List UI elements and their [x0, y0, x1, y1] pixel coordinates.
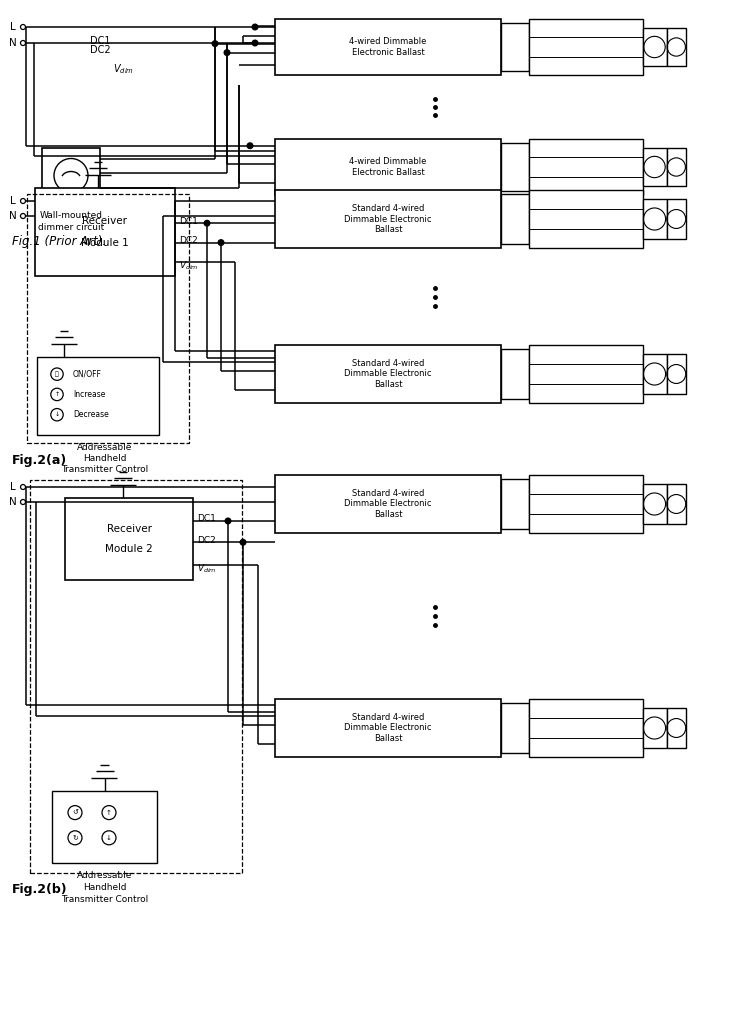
- Bar: [65, 497, 193, 580]
- Text: $V_{dim}$: $V_{dim}$: [179, 260, 199, 272]
- Text: Handheld: Handheld: [83, 453, 127, 462]
- Circle shape: [212, 41, 218, 46]
- Bar: [667, 484, 686, 523]
- Text: 4-wired Dimmable
Electronic Ballast: 4-wired Dimmable Electronic Ballast: [350, 158, 427, 177]
- Text: $V_{dim}$: $V_{dim}$: [113, 62, 134, 76]
- Bar: [275, 19, 501, 75]
- Bar: [275, 139, 501, 195]
- Text: Standard 4-wired
Dimmable Electronic
Ballast: Standard 4-wired Dimmable Electronic Bal…: [344, 204, 432, 234]
- Bar: [275, 699, 501, 757]
- Bar: [52, 791, 157, 863]
- Circle shape: [225, 518, 231, 524]
- Text: Standard 4-wired
Dimmable Electronic
Ballast: Standard 4-wired Dimmable Electronic Bal…: [344, 489, 432, 519]
- Bar: [42, 148, 100, 203]
- Bar: [643, 354, 667, 393]
- Text: Transmitter Control: Transmitter Control: [61, 895, 148, 904]
- Bar: [667, 709, 686, 748]
- Text: Standard 4-wired
Dimmable Electronic
Ballast: Standard 4-wired Dimmable Electronic Bal…: [344, 359, 432, 389]
- Bar: [501, 143, 529, 192]
- Circle shape: [247, 143, 252, 148]
- Bar: [27, 194, 189, 443]
- Text: L: L: [10, 196, 16, 206]
- Circle shape: [224, 49, 230, 56]
- Text: Fig.2(a): Fig.2(a): [12, 453, 67, 467]
- Bar: [667, 199, 686, 239]
- Text: dimmer circuit: dimmer circuit: [38, 222, 104, 232]
- Bar: [501, 23, 529, 71]
- Text: Transmitter Control: Transmitter Control: [61, 465, 149, 474]
- Text: DC2: DC2: [179, 236, 198, 245]
- Text: Handheld: Handheld: [82, 884, 127, 893]
- Text: ↓: ↓: [106, 834, 112, 840]
- Bar: [529, 699, 643, 757]
- Bar: [37, 357, 159, 435]
- Text: DC2: DC2: [90, 44, 110, 55]
- Bar: [529, 139, 643, 195]
- Bar: [529, 345, 643, 403]
- Text: Module 1: Module 1: [81, 238, 129, 247]
- Text: ON/OFF: ON/OFF: [73, 370, 102, 379]
- Circle shape: [240, 540, 246, 545]
- Text: Standard 4-wired
Dimmable Electronic
Ballast: Standard 4-wired Dimmable Electronic Bal…: [344, 713, 432, 743]
- Bar: [529, 190, 643, 248]
- Bar: [501, 703, 529, 753]
- Text: Addressable: Addressable: [77, 443, 132, 451]
- Bar: [667, 28, 686, 66]
- Bar: [501, 479, 529, 529]
- Bar: [529, 19, 643, 75]
- Text: N: N: [9, 497, 17, 507]
- Bar: [643, 199, 667, 239]
- Bar: [643, 709, 667, 748]
- Text: N: N: [9, 38, 17, 48]
- Text: Decrease: Decrease: [73, 410, 109, 419]
- Bar: [501, 349, 529, 399]
- Text: L: L: [10, 482, 16, 492]
- Text: ↻: ↻: [72, 834, 78, 840]
- Circle shape: [204, 220, 210, 226]
- Text: Module 2: Module 2: [105, 544, 153, 554]
- Text: Fig.1 (Prior Art).: Fig.1 (Prior Art).: [12, 235, 106, 247]
- Bar: [275, 345, 501, 403]
- Text: DC2: DC2: [197, 536, 216, 545]
- Bar: [501, 194, 529, 244]
- Text: DC1: DC1: [90, 36, 110, 45]
- Text: DC1: DC1: [179, 216, 198, 226]
- Bar: [275, 190, 501, 248]
- Circle shape: [252, 24, 258, 30]
- Text: $V_{dim}$: $V_{dim}$: [197, 563, 216, 576]
- Text: 4-wired Dimmable
Electronic Ballast: 4-wired Dimmable Electronic Ballast: [350, 37, 427, 57]
- Text: ↑: ↑: [106, 810, 112, 816]
- Text: DC1: DC1: [197, 514, 216, 523]
- Bar: [643, 148, 667, 186]
- Circle shape: [252, 40, 258, 45]
- Bar: [667, 354, 686, 393]
- Text: ↑: ↑: [54, 392, 60, 397]
- Text: ↓: ↓: [54, 412, 60, 417]
- Text: ↺: ↺: [72, 810, 78, 816]
- Text: ⏻: ⏻: [55, 372, 59, 377]
- Bar: [529, 475, 643, 533]
- Text: Wall-mounted: Wall-mounted: [40, 210, 102, 219]
- Bar: [667, 148, 686, 186]
- Text: Fig.2(b): Fig.2(b): [12, 884, 68, 896]
- Text: N: N: [9, 211, 17, 221]
- Bar: [643, 484, 667, 523]
- Text: L: L: [10, 22, 16, 32]
- Text: Receiver: Receiver: [82, 216, 127, 227]
- Bar: [275, 475, 501, 533]
- Circle shape: [218, 240, 224, 245]
- Text: Receiver: Receiver: [107, 524, 152, 535]
- Text: Increase: Increase: [73, 390, 105, 399]
- Bar: [35, 188, 175, 276]
- Text: Addressable: Addressable: [77, 871, 132, 881]
- Bar: [643, 28, 667, 66]
- Bar: [30, 480, 242, 873]
